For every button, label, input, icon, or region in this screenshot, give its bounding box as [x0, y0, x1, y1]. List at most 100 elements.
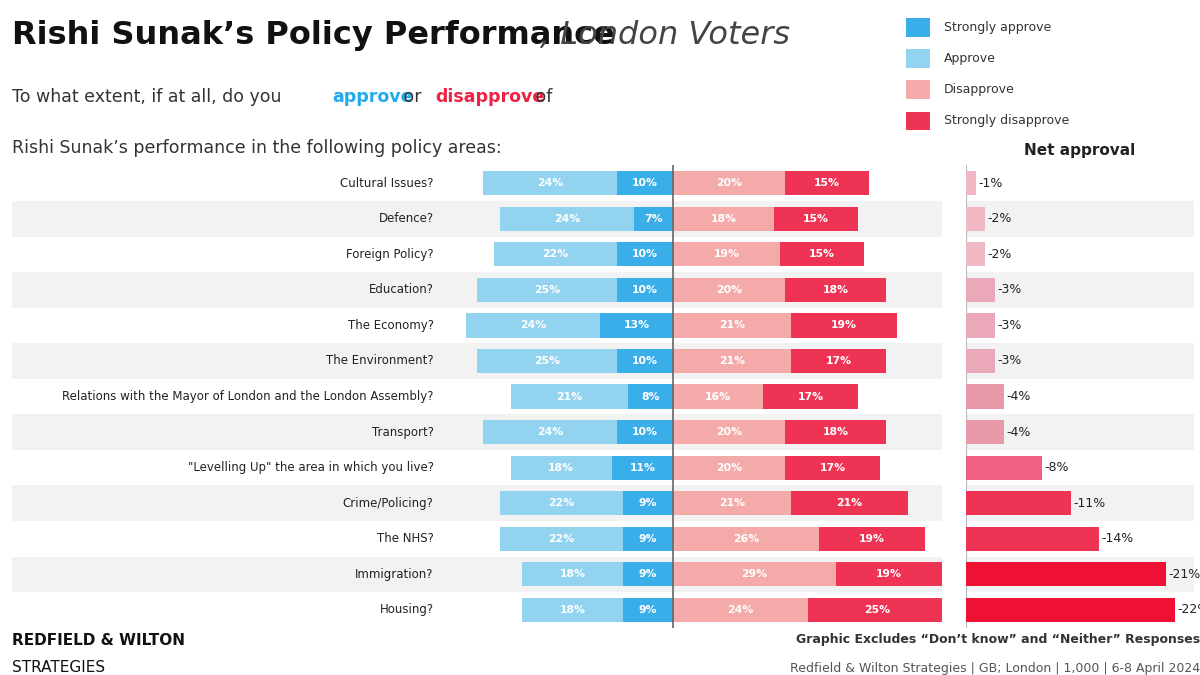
Bar: [617, 242, 673, 267]
Bar: [906, 18, 930, 36]
Text: Immigration?: Immigration?: [355, 568, 433, 581]
Text: Cultural Issues?: Cultural Issues?: [341, 177, 433, 190]
Text: Approve: Approve: [944, 52, 996, 65]
Text: 24%: 24%: [553, 214, 580, 223]
Bar: [499, 207, 634, 231]
Text: 18%: 18%: [710, 214, 737, 223]
Bar: [818, 526, 925, 551]
Text: 24%: 24%: [727, 605, 754, 615]
Bar: [617, 349, 673, 373]
Text: 20%: 20%: [716, 427, 743, 437]
Text: -1%: -1%: [978, 177, 1003, 190]
Bar: [494, 242, 617, 267]
Bar: [617, 171, 673, 195]
Bar: [673, 385, 763, 408]
Bar: [780, 242, 864, 267]
Text: -3%: -3%: [997, 354, 1021, 367]
Text: or: or: [398, 88, 427, 106]
Text: disapprove: disapprove: [436, 88, 545, 106]
Text: -2%: -2%: [988, 212, 1013, 225]
Bar: [673, 242, 780, 267]
Text: "Levelling Up" the area in which you live?: "Levelling Up" the area in which you liv…: [187, 461, 433, 475]
Text: To what extent, if at all, do you: To what extent, if at all, do you: [12, 88, 287, 106]
Bar: [478, 278, 617, 302]
Bar: [12, 343, 438, 379]
Text: 17%: 17%: [820, 462, 846, 472]
Text: -2%: -2%: [988, 248, 1013, 261]
Bar: [906, 80, 930, 99]
Text: 10%: 10%: [632, 249, 659, 259]
Bar: [617, 278, 673, 302]
Text: 22%: 22%: [542, 249, 569, 259]
Text: of: of: [529, 88, 552, 106]
Text: Graphic Excludes “Don’t know” and “Neither” Responses: Graphic Excludes “Don’t know” and “Neith…: [796, 633, 1200, 647]
Bar: [113, 485, 1200, 521]
Text: 9%: 9%: [638, 498, 658, 508]
Bar: [966, 456, 1042, 480]
Bar: [966, 343, 1194, 379]
Text: 19%: 19%: [714, 249, 739, 259]
Bar: [511, 456, 612, 480]
Text: 19%: 19%: [830, 321, 857, 331]
Text: 16%: 16%: [704, 392, 731, 402]
Bar: [12, 414, 438, 450]
Bar: [673, 420, 785, 444]
Text: , London Voters: , London Voters: [540, 20, 791, 51]
Bar: [763, 385, 858, 408]
Bar: [673, 313, 791, 338]
Bar: [113, 414, 1200, 450]
Bar: [785, 278, 886, 302]
Bar: [113, 557, 1200, 592]
Text: approve: approve: [332, 88, 413, 106]
Bar: [113, 272, 1200, 308]
Text: The Economy?: The Economy?: [348, 319, 433, 332]
Bar: [612, 456, 673, 480]
Bar: [673, 171, 785, 195]
Bar: [966, 272, 1194, 308]
Text: 22%: 22%: [548, 534, 575, 544]
Text: Disapprove: Disapprove: [944, 83, 1015, 97]
Text: 7%: 7%: [644, 214, 662, 223]
Bar: [617, 420, 673, 444]
Bar: [785, 171, 869, 195]
Text: The Environment?: The Environment?: [326, 354, 433, 367]
Text: Redfield & Wilton Strategies | GB; London | 1,000 | 6-8 April 2024: Redfield & Wilton Strategies | GB; Londo…: [790, 662, 1200, 675]
Text: 19%: 19%: [876, 570, 902, 579]
Bar: [629, 385, 673, 408]
Text: 15%: 15%: [809, 249, 835, 259]
Bar: [478, 349, 617, 373]
Text: Rishi Sunak’s Policy Performance: Rishi Sunak’s Policy Performance: [12, 20, 614, 51]
Bar: [966, 598, 1175, 622]
Text: -11%: -11%: [1073, 497, 1105, 510]
Text: -8%: -8%: [1045, 461, 1069, 475]
Text: Rishi Sunak’s performance in the following policy areas:: Rishi Sunak’s performance in the followi…: [12, 139, 502, 157]
Bar: [966, 349, 995, 373]
Text: 26%: 26%: [733, 534, 760, 544]
Bar: [966, 414, 1194, 450]
Text: 20%: 20%: [716, 285, 743, 295]
Bar: [966, 201, 1194, 236]
Bar: [791, 313, 898, 338]
Text: Crime/Policing?: Crime/Policing?: [343, 497, 433, 510]
Text: -21%: -21%: [1169, 568, 1200, 581]
Bar: [600, 313, 673, 338]
Text: 9%: 9%: [638, 534, 658, 544]
Text: 10%: 10%: [632, 285, 659, 295]
Bar: [966, 313, 995, 338]
Bar: [482, 420, 617, 444]
Bar: [623, 562, 673, 587]
Bar: [966, 526, 1099, 551]
Text: 18%: 18%: [823, 427, 848, 437]
Text: 24%: 24%: [536, 178, 563, 188]
Bar: [906, 111, 930, 130]
Bar: [673, 598, 808, 622]
Text: 21%: 21%: [719, 498, 745, 508]
Bar: [966, 491, 1070, 515]
Text: Net approval: Net approval: [1025, 143, 1135, 158]
Text: 8%: 8%: [642, 392, 660, 402]
Text: 25%: 25%: [534, 285, 560, 295]
Text: 22%: 22%: [548, 498, 575, 508]
Text: -4%: -4%: [1007, 390, 1031, 403]
Text: 15%: 15%: [803, 214, 829, 223]
Text: Relations with the Mayor of London and the London Assembly?: Relations with the Mayor of London and t…: [62, 390, 433, 403]
